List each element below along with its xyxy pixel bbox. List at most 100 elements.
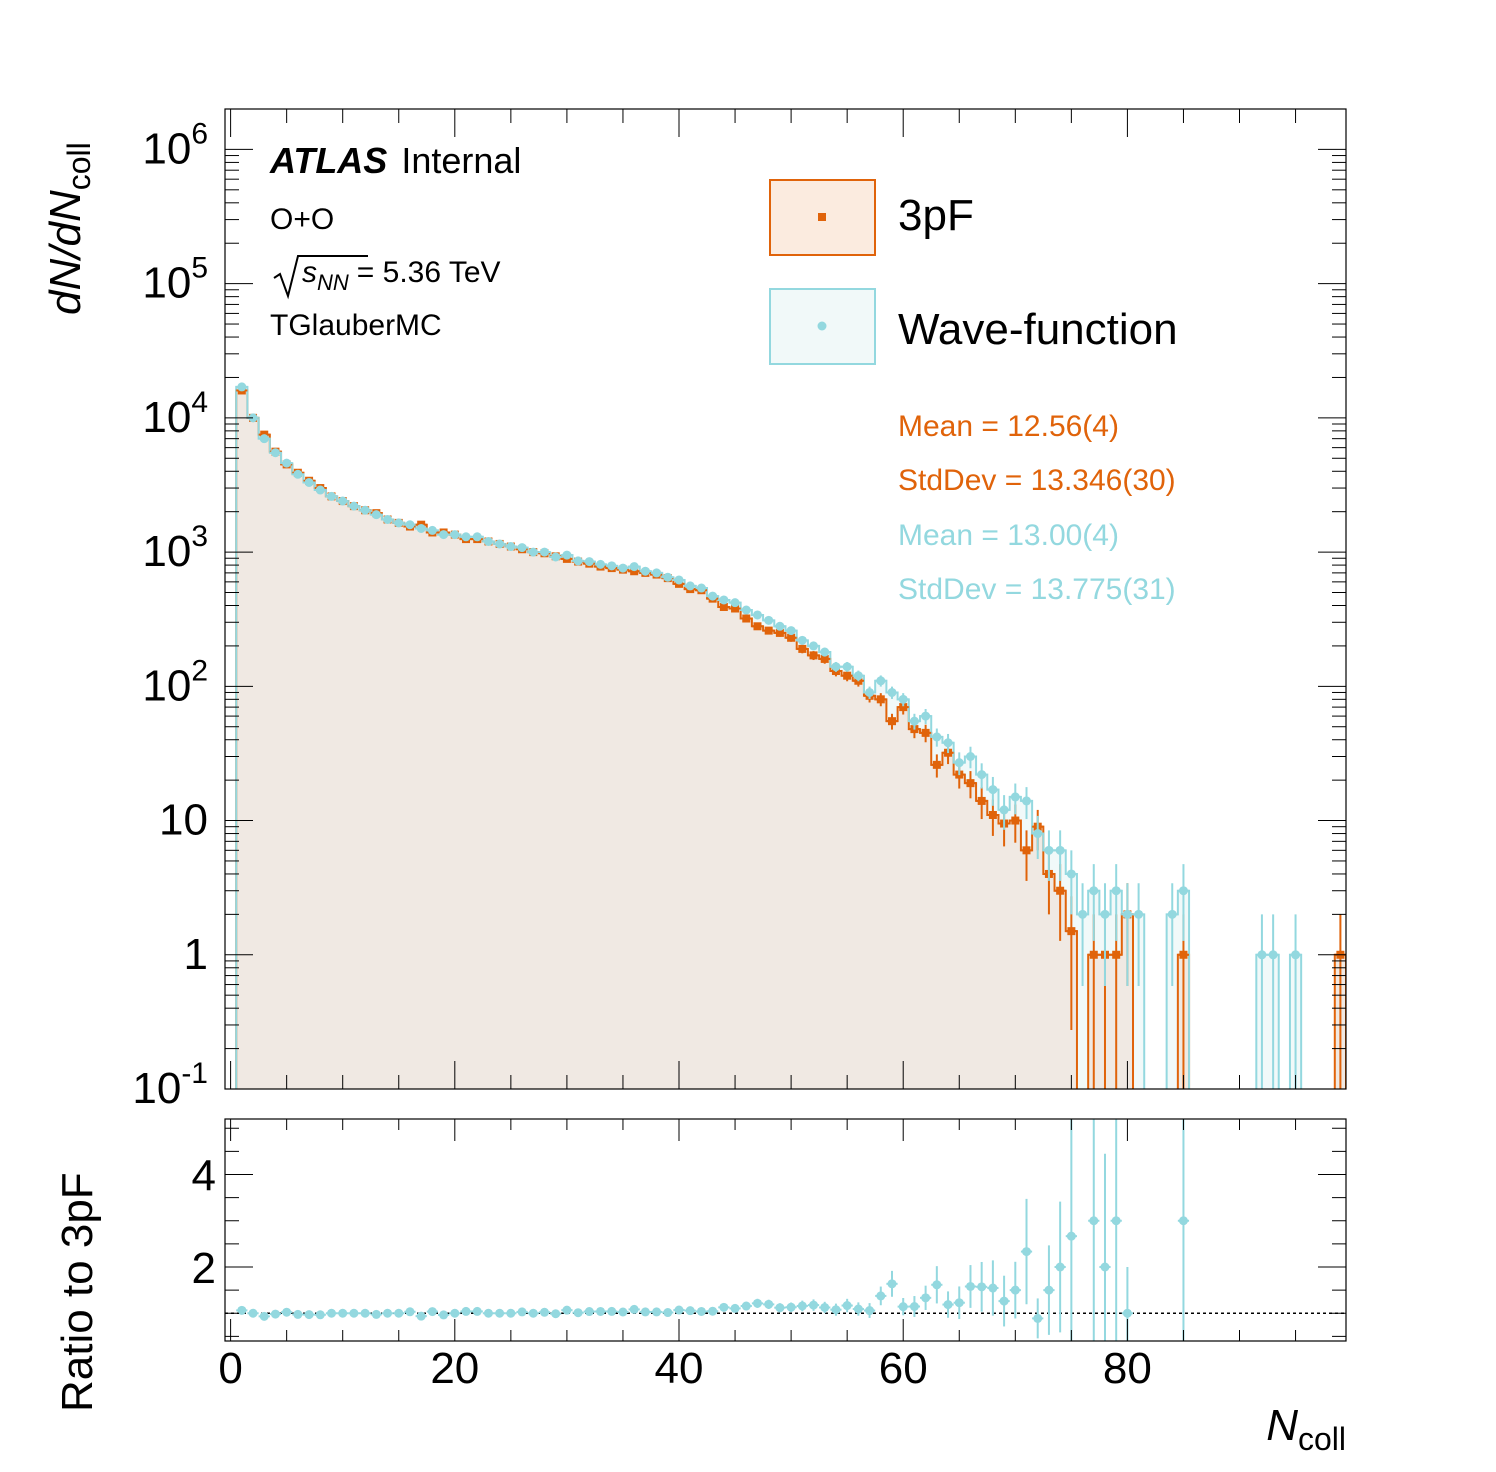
data-point bbox=[326, 491, 336, 501]
ratio-point bbox=[708, 1306, 718, 1316]
data-point bbox=[932, 732, 942, 742]
ratio-point bbox=[506, 1308, 516, 1318]
ratio-point bbox=[842, 1301, 852, 1311]
data-point bbox=[270, 448, 280, 458]
data-point bbox=[988, 810, 997, 819]
ratio-point bbox=[371, 1309, 381, 1319]
ratio-point bbox=[326, 1308, 336, 1318]
x-tick-label: 0 bbox=[218, 1344, 242, 1393]
bottom-y-axis-title: Ratio to 3pF bbox=[53, 1172, 102, 1412]
data-point bbox=[831, 662, 841, 672]
data-point bbox=[539, 547, 549, 557]
ratio-point bbox=[304, 1310, 314, 1320]
data-point bbox=[1257, 950, 1267, 960]
ratio-point bbox=[663, 1308, 673, 1318]
data-point bbox=[921, 711, 931, 721]
ratio-point bbox=[315, 1310, 325, 1320]
legend-marker-3pf bbox=[818, 213, 826, 221]
data-point bbox=[1078, 909, 1088, 919]
legend-marker-wave-function bbox=[817, 321, 827, 331]
ratio-point bbox=[1089, 1216, 1099, 1226]
ratio-point bbox=[921, 1293, 931, 1303]
ratio-point bbox=[1111, 1216, 1121, 1226]
data-point bbox=[338, 496, 348, 506]
data-point bbox=[1066, 869, 1076, 879]
data-point bbox=[909, 716, 919, 726]
ratio-point bbox=[629, 1304, 639, 1314]
ratio-point bbox=[349, 1308, 359, 1318]
stat-mean-wave-function: Mean = 13.00(4) bbox=[898, 519, 1119, 552]
energy-label: sNN = 5.36 TeV bbox=[273, 255, 501, 300]
data-point bbox=[1033, 829, 1043, 839]
ratio-point bbox=[383, 1308, 393, 1318]
data-point bbox=[618, 563, 628, 573]
data-point bbox=[966, 779, 975, 788]
ratio-point bbox=[1100, 1262, 1110, 1272]
legend-entry-3pf: 3pF bbox=[769, 179, 974, 256]
data-point bbox=[1268, 950, 1278, 960]
fill-3pf bbox=[236, 390, 1346, 1089]
ratio-point bbox=[539, 1307, 549, 1317]
data-point bbox=[584, 557, 594, 567]
data-point bbox=[596, 559, 606, 569]
ratio-point bbox=[797, 1301, 807, 1311]
data-point bbox=[954, 758, 964, 768]
data-point bbox=[1067, 927, 1076, 936]
data-point bbox=[416, 523, 426, 533]
ratio-point bbox=[472, 1306, 482, 1316]
data-point bbox=[775, 628, 784, 637]
data-point bbox=[1056, 886, 1065, 895]
ratio-point bbox=[259, 1311, 269, 1321]
data-point bbox=[1112, 950, 1121, 959]
x-tick-label: 20 bbox=[430, 1344, 479, 1393]
ratio-point bbox=[483, 1308, 493, 1318]
ratio-point bbox=[988, 1283, 998, 1293]
data-point bbox=[887, 717, 896, 726]
ratio-point bbox=[607, 1306, 617, 1316]
data-point bbox=[562, 550, 572, 560]
y-tick-label: 10 bbox=[159, 796, 208, 845]
data-point bbox=[1134, 909, 1144, 919]
ratio-point bbox=[1066, 1231, 1076, 1241]
ratio-point bbox=[551, 1309, 561, 1319]
data-point bbox=[977, 770, 987, 780]
ratio-point bbox=[461, 1306, 471, 1316]
data-point bbox=[921, 728, 930, 737]
data-point bbox=[652, 568, 662, 578]
data-point bbox=[282, 458, 292, 468]
data-point bbox=[876, 695, 885, 704]
data-point bbox=[630, 567, 639, 576]
data-point bbox=[371, 510, 381, 520]
data-point bbox=[685, 581, 695, 591]
legend: 3pF Wave-function bbox=[769, 179, 1178, 365]
data-point bbox=[663, 572, 673, 582]
ratio-point bbox=[584, 1307, 594, 1317]
y-tick-label: 106 bbox=[142, 117, 208, 173]
ratio-point bbox=[596, 1306, 606, 1316]
data-point bbox=[315, 485, 325, 495]
generator-label: TGlauberMC bbox=[270, 309, 442, 342]
data-point bbox=[1167, 909, 1177, 919]
top-y-axis-title: dN/dNcoll bbox=[41, 142, 97, 315]
y-tick-label: 10-1 bbox=[132, 1057, 208, 1113]
data-point bbox=[551, 552, 561, 562]
ratio-area bbox=[225, 1119, 1346, 1341]
ratio-point bbox=[786, 1302, 796, 1312]
data-point bbox=[741, 605, 751, 615]
data-point bbox=[798, 644, 807, 653]
data-point bbox=[999, 805, 1009, 815]
data-point bbox=[820, 647, 830, 657]
ratio-point bbox=[898, 1302, 908, 1312]
data-point bbox=[696, 583, 706, 593]
data-point bbox=[842, 662, 852, 672]
data-point bbox=[237, 382, 247, 392]
data-point bbox=[293, 469, 303, 479]
legend-label-wave-function: Wave-function bbox=[898, 305, 1178, 354]
stats-box: Mean = 12.56(4) StdDev = 13.346(30) Mean… bbox=[898, 410, 1176, 606]
ratio-panel: 24 0 20 40 60 80 bbox=[192, 1118, 1347, 1393]
data-point bbox=[775, 621, 785, 631]
data-point bbox=[1022, 796, 1032, 806]
data-point bbox=[517, 543, 527, 553]
ratio-point bbox=[338, 1308, 348, 1318]
stat-stddev-3pf: StdDev = 13.346(30) bbox=[898, 464, 1176, 497]
